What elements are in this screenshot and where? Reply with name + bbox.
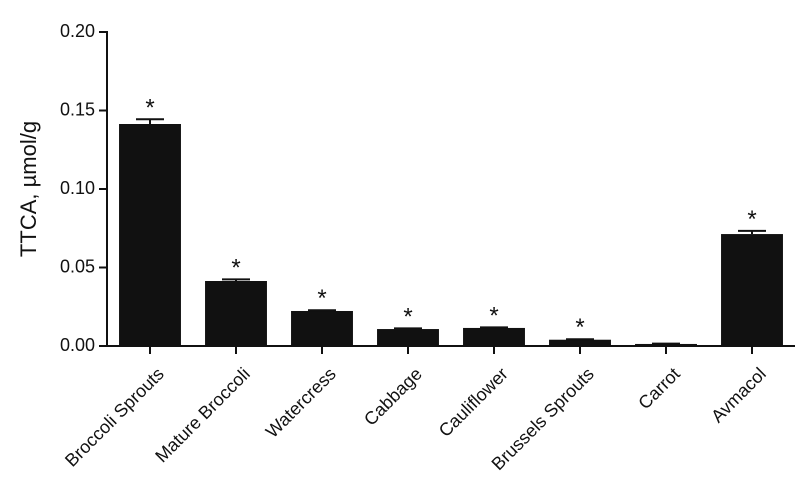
- x-tick-label: Cauliflower: [435, 364, 512, 441]
- significance-marker: *: [403, 303, 412, 330]
- significance-marker: *: [145, 94, 154, 121]
- x-tick-label: Mature Broccoli: [151, 364, 254, 467]
- x-tick-label: Watercress: [262, 364, 340, 442]
- x-tick-label: Cabbage: [360, 364, 426, 430]
- y-tick-label: 0.20: [60, 21, 95, 41]
- error-bar: [394, 327, 422, 330]
- significance-marker: *: [747, 206, 756, 233]
- error-bar: [738, 229, 766, 235]
- x-tick-label: Broccoli Sprouts: [61, 364, 168, 471]
- bar: [291, 310, 353, 346]
- error-bar: [480, 326, 508, 329]
- bar: [205, 281, 267, 346]
- error-bar: [136, 118, 164, 125]
- y-axis-label: TTCA, µmol/g: [16, 121, 41, 257]
- y-tick-label: 0.15: [60, 99, 95, 119]
- bar: [721, 234, 783, 346]
- bar: [549, 339, 611, 346]
- significance-marker: *: [317, 285, 326, 312]
- bar: [635, 343, 697, 346]
- y-tick-label: 0.10: [60, 178, 95, 198]
- significance-marker: *: [489, 302, 498, 329]
- x-tick-label: Carrot: [634, 364, 684, 414]
- error-bar: [308, 309, 336, 312]
- bar: [377, 329, 439, 346]
- significance-marker: *: [575, 314, 584, 341]
- bar: [119, 124, 181, 346]
- y-tick-label: 0.05: [60, 256, 95, 276]
- y-tick-label: 0.00: [60, 335, 95, 355]
- significance-marker: *: [231, 254, 240, 281]
- bar: [463, 327, 525, 346]
- error-bar: [222, 278, 250, 282]
- x-tick-label: Avmacol: [707, 364, 770, 427]
